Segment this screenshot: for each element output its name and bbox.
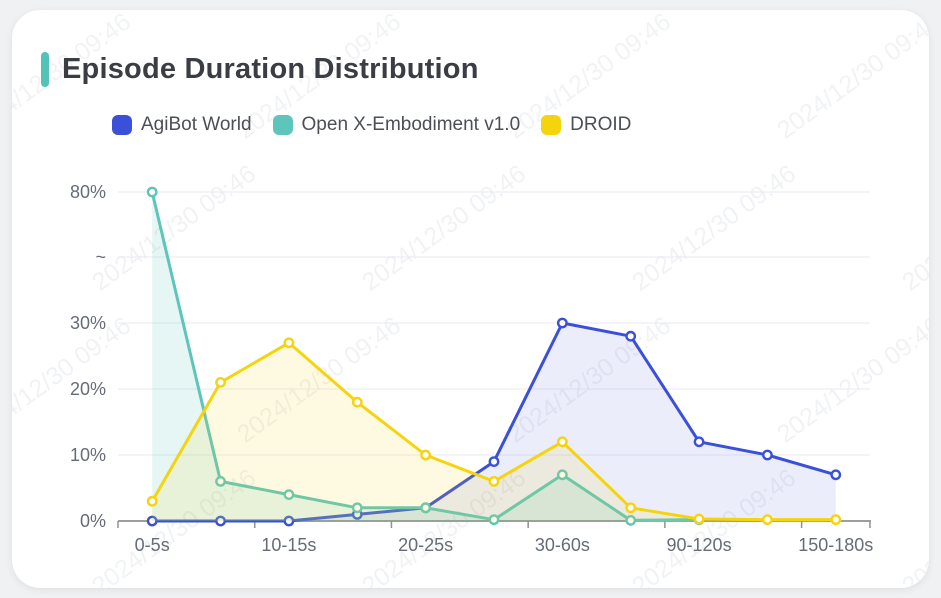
data-point-agibot-world-0	[146, 515, 158, 527]
data-point-open-x-embodiment-v1-0-3	[351, 502, 363, 514]
data-point-droid-3	[351, 396, 363, 408]
title-accent-bar	[41, 52, 49, 87]
data-point-droid-2	[283, 337, 295, 349]
line-chart: 0% 10% 20% 30% ~80% 0-5s 10-15s 20-25s 30-60s 90-…	[70, 182, 873, 555]
x-axis-label-10-15s: 10-15s	[261, 535, 316, 555]
series-area-open-x-embodiment-v1-0	[152, 192, 700, 521]
chart-legend: AgiBot World Open X-Embodiment v1.0 DROID	[112, 114, 631, 136]
data-point-agibot-world-9	[762, 449, 773, 461]
legend-swatch-open-x-embodiment-v1-0	[272, 115, 293, 135]
data-point-droid-8	[693, 513, 705, 525]
legend-swatch-agibot-world	[112, 115, 132, 135]
data-point-open-x-embodiment-v1-0-2	[283, 489, 295, 500]
series-area-droid	[152, 342, 836, 521]
legend-swatch-droid	[541, 115, 562, 135]
legend-item-droid[interactable]: DROID	[541, 114, 631, 136]
data-point-agibot-world-6	[556, 317, 568, 329]
legend-label: AgiBot World	[141, 114, 252, 135]
data-point-droid-1	[215, 376, 226, 388]
data-point-open-x-embodiment-v1-0-1	[215, 475, 226, 487]
legend-item-agibot-world[interactable]: AgiBot World	[112, 114, 252, 136]
data-point-agibot-world-1	[215, 515, 226, 527]
data-point-droid-0	[146, 495, 158, 507]
x-axis-label-150-180s: 150-180s	[798, 535, 873, 555]
data-point-open-x-embodiment-v1-0-4	[420, 502, 432, 514]
x-axis-label-90-120s: 90-120s	[667, 535, 732, 555]
y-axis-label-0: 0%	[80, 511, 106, 531]
chart-header: Episode Duration Distribution	[41, 52, 479, 87]
data-point-open-x-embodiment-v1-0-7	[625, 514, 637, 526]
data-point-agibot-world-7	[625, 330, 637, 342]
chart-title: Episode Duration Distribution	[62, 53, 479, 85]
y-axis-label-20: 20%	[70, 379, 106, 399]
data-point-open-x-embodiment-v1-0-5	[488, 514, 500, 526]
legend-item-open-x-embodiment-v1-0[interactable]: Open X-Embodiment v1.0	[272, 114, 521, 136]
legend-label: Open X-Embodiment v1.0	[301, 114, 521, 135]
data-point-agibot-world-2	[283, 515, 295, 527]
data-point-droid-10	[830, 514, 842, 526]
legend-label: DROID	[570, 114, 632, 135]
chart-card: 2024/12/30 09:46 2024/12/30 09:46 2024/12/…	[12, 10, 929, 588]
data-point-droid-6	[556, 436, 568, 448]
data-point-agibot-world-8	[693, 436, 705, 448]
data-point-droid-4	[420, 449, 432, 461]
data-point-droid-5	[488, 475, 500, 487]
x-axis-label-20-25s: 20-25s	[398, 535, 453, 555]
data-point-open-x-embodiment-v1-0-6	[556, 469, 568, 481]
data-point-open-x-embodiment-v1-0-0	[146, 186, 158, 198]
data-point-droid-9	[762, 514, 773, 526]
data-point-agibot-world-5	[488, 456, 500, 467]
y-axis-label-break: ~	[95, 247, 106, 267]
y-axis-label-80: 80%	[70, 182, 106, 202]
series-area-agibot-world	[152, 323, 836, 521]
y-axis-label-10: 10%	[70, 445, 106, 465]
x-axis-label-30-60s: 30-60s	[535, 535, 590, 555]
data-point-droid-7	[625, 502, 637, 514]
data-point-agibot-world-10	[830, 469, 842, 481]
y-axis-label-30: 30%	[70, 313, 106, 333]
x-axis-label-0-5s: 0-5s	[135, 535, 170, 555]
